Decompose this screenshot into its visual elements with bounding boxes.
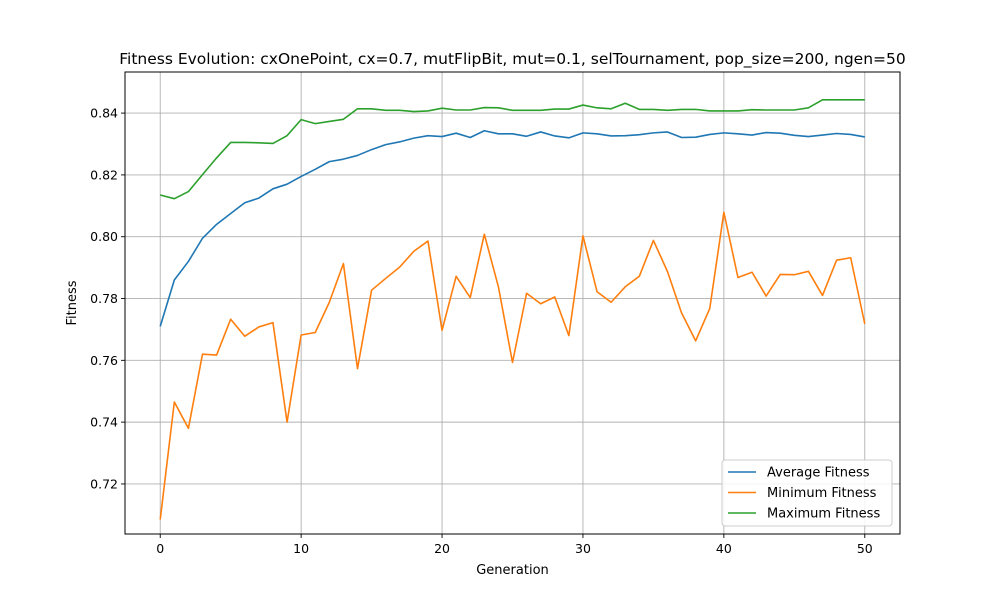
y-tick-label: 0.84 (90, 106, 118, 121)
legend: Average Fitness Minimum Fitness Maximum Fi… (721, 459, 893, 527)
legend-entry: Minimum Fitness (767, 486, 877, 501)
y-axis-ticks: 0.72 0.74 0.76 0.78 0.80 0.82 0.84 (90, 106, 125, 491)
y-tick-label: 0.74 (90, 415, 118, 430)
y-tick-label: 0.78 (90, 291, 118, 306)
legend-entry: Average Fitness (767, 466, 870, 481)
legend-box (721, 459, 893, 527)
chart-title: Fitness Evolution: cxOnePoint, cx=0.7, m… (119, 50, 906, 69)
legend-entry: Maximum Fitness (767, 507, 880, 522)
y-axis-label: Fitness (65, 280, 80, 325)
y-tick-label: 0.72 (90, 476, 118, 491)
x-tick-label: 20 (434, 541, 450, 556)
y-tick-label: 0.80 (90, 229, 118, 244)
x-tick-label: 40 (716, 541, 732, 556)
x-tick-label: 30 (575, 541, 591, 556)
series-line-average-fitness (159, 129, 865, 327)
plot-frame (124, 71, 901, 535)
x-tick-label: 0 (156, 541, 164, 556)
series-line-maximum-fitness (160, 99, 865, 200)
x-tick-label: 10 (293, 541, 309, 556)
x-tick-label: 50 (857, 541, 873, 556)
series-line-minimum-fitness (159, 211, 866, 520)
y-tick-label: 0.76 (90, 353, 118, 368)
series-layer (159, 99, 866, 520)
x-axis-ticks: 0 10 20 30 40 50 (156, 534, 873, 556)
y-tick-label: 0.82 (90, 167, 118, 182)
x-axis-label: Generation (476, 563, 549, 578)
